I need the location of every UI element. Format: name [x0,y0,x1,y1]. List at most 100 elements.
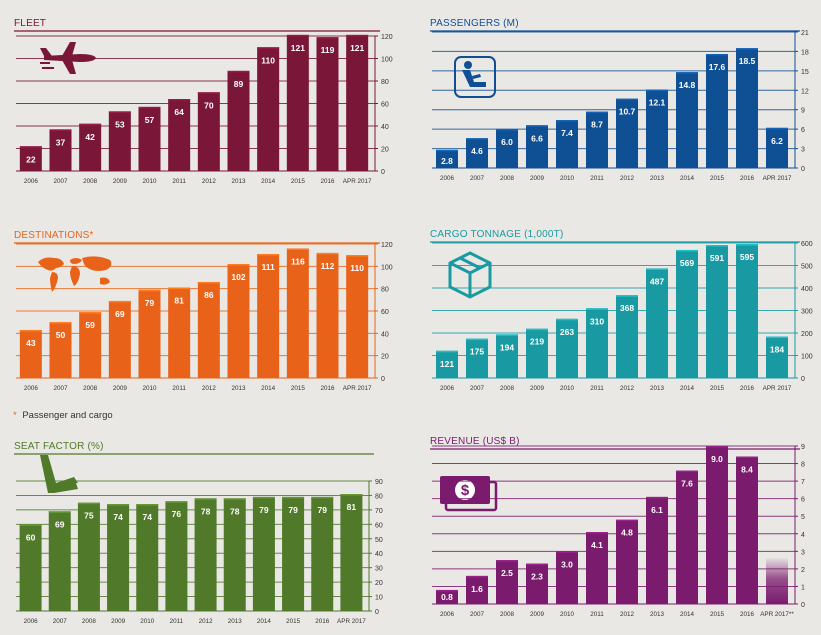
bar [496,129,518,168]
data-label: 74 [113,512,123,522]
bar [227,70,250,171]
data-label: 86 [204,290,214,300]
x-tick-label: 2009 [113,178,128,185]
bar-highlight [138,289,161,292]
data-label: 219 [530,337,544,347]
data-label: 37 [56,137,66,147]
y-tick-label: 0 [381,376,385,383]
bar [197,92,220,171]
bar [736,456,758,604]
x-tick-label: 2009 [530,175,545,182]
bar-highlight [556,318,578,321]
y-tick-label: 90 [375,479,383,486]
bar [346,34,369,171]
y-tick-label: 80 [381,287,389,294]
x-tick-label: 2014 [257,618,272,625]
bar [556,120,578,168]
bar [736,48,758,168]
bar-highlight [496,560,518,562]
cargo-chart: CARGO TONNAGE (1,000T) 0 100 200 300 400 500 6… [430,229,813,407]
bar-highlight [616,295,638,297]
data-label: 110 [261,55,275,65]
bar [556,318,578,378]
bar [586,308,608,378]
data-label: 22 [26,154,36,164]
bar-highlight [436,589,458,592]
y-tick-label: 12 [801,88,809,95]
x-tick-label: 2007 [470,611,485,618]
bar-highlight [340,494,363,496]
y-tick-label: 0 [381,169,385,176]
cargo-box-icon [448,251,492,299]
bar-highlight [79,123,102,126]
bar [526,328,548,378]
x-tick-label: 2007 [470,175,485,182]
x-tick-label: 2014 [680,611,695,618]
y-tick-label: 60 [375,522,383,529]
data-label: 69 [55,519,65,529]
y-tick-label: 20 [375,580,383,587]
bar-highlight [706,54,728,56]
bar [496,560,518,604]
bar-highlight [586,532,608,534]
revenue-chart: REVENUE (US$ B) $ 0 1 2 3 4 5 6 7 8 9 0.8 2006 1.6 20… [430,436,810,632]
x-tick-label: 2015 [710,175,725,182]
bar [108,111,131,171]
y-tick-label: 3 [801,147,805,154]
bar-highlight [646,89,668,92]
x-tick-label: 2013 [650,175,665,182]
bar-highlight [706,245,728,247]
x-tick-label: 2014 [261,385,276,392]
x-tick-label: 2015 [291,178,306,185]
x-tick-label: 2013 [231,385,246,392]
data-label: 4.6 [471,146,483,156]
bar-highlight [168,99,191,101]
bar [676,249,698,378]
x-tick-label: 2016 [740,385,755,392]
bar [706,245,728,378]
x-tick-label: 2013 [228,618,243,625]
bar-highlight [526,125,548,127]
chart-plot: 0 10 20 30 40 50 60 70 80 90 60 2006 69 2007 75 2008 74 2… [14,453,383,625]
x-tick-label: 2011 [172,385,186,392]
chart-title: CARGO TONNAGE (1,000T) [430,229,564,240]
bar [466,138,488,168]
x-tick-label: 2006 [440,175,455,182]
x-tick-label: 2010 [560,385,575,392]
bar [19,524,42,611]
x-tick-label: 2013 [650,611,665,618]
bar-highlight [316,37,339,39]
svg-text:$: $ [461,482,470,499]
data-label: 310 [590,316,604,326]
bar [19,146,42,171]
y-tick-label: 300 [801,309,813,316]
x-tick-label: 2009 [530,385,545,392]
bar [19,329,42,378]
y-tick-label: 10 [375,595,383,602]
bar [586,532,608,604]
data-label: 4.8 [621,528,633,538]
x-tick-label: 2008 [500,175,515,182]
x-tick-label: 2009 [530,611,545,618]
bar-highlight [556,120,578,122]
bar-highlight [168,287,191,290]
bar-highlight [48,511,71,513]
data-label: 121 [291,43,305,53]
y-tick-label: 8 [801,462,805,469]
x-tick-label: 2016 [320,178,335,185]
bar [227,264,250,378]
y-tick-label: 100 [381,57,393,64]
bar [616,98,638,168]
world-map-icon [38,256,112,292]
x-tick-label: 2007 [53,385,68,392]
bar-highlight [466,138,488,140]
bar-highlight [227,70,250,73]
y-tick-label: 400 [801,286,813,293]
data-label: 9.0 [711,454,723,464]
bar [646,89,668,168]
chart-plot: 0 100 200 300 400 500 600 121 2006 175 2007 194 2008… [430,241,813,392]
bar [138,289,161,378]
bar [466,575,488,604]
bar-highlight [257,254,280,256]
data-label: 184 [770,345,784,355]
